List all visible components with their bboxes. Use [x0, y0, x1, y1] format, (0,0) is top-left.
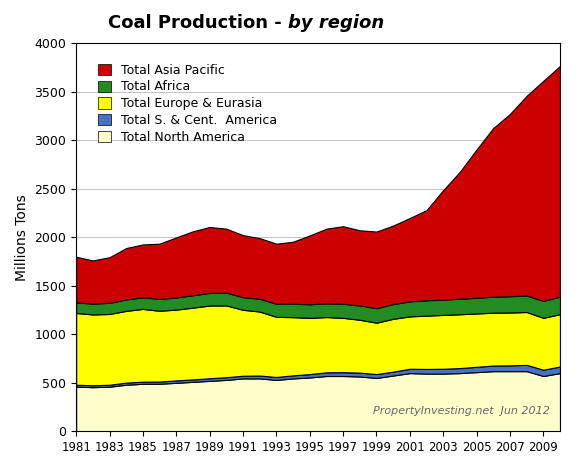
Text: by region: by region [288, 14, 384, 32]
Text: PropertyInvesting.net  Jun 2012: PropertyInvesting.net Jun 2012 [373, 406, 550, 416]
Text: Coal Production -: Coal Production - [108, 14, 288, 32]
Y-axis label: Millions Tons: Millions Tons [15, 194, 29, 281]
Legend: Total Asia Pacific, Total Africa, Total Europe & Eurasia, Total S. & Cent.  Amer: Total Asia Pacific, Total Africa, Total … [92, 58, 283, 150]
